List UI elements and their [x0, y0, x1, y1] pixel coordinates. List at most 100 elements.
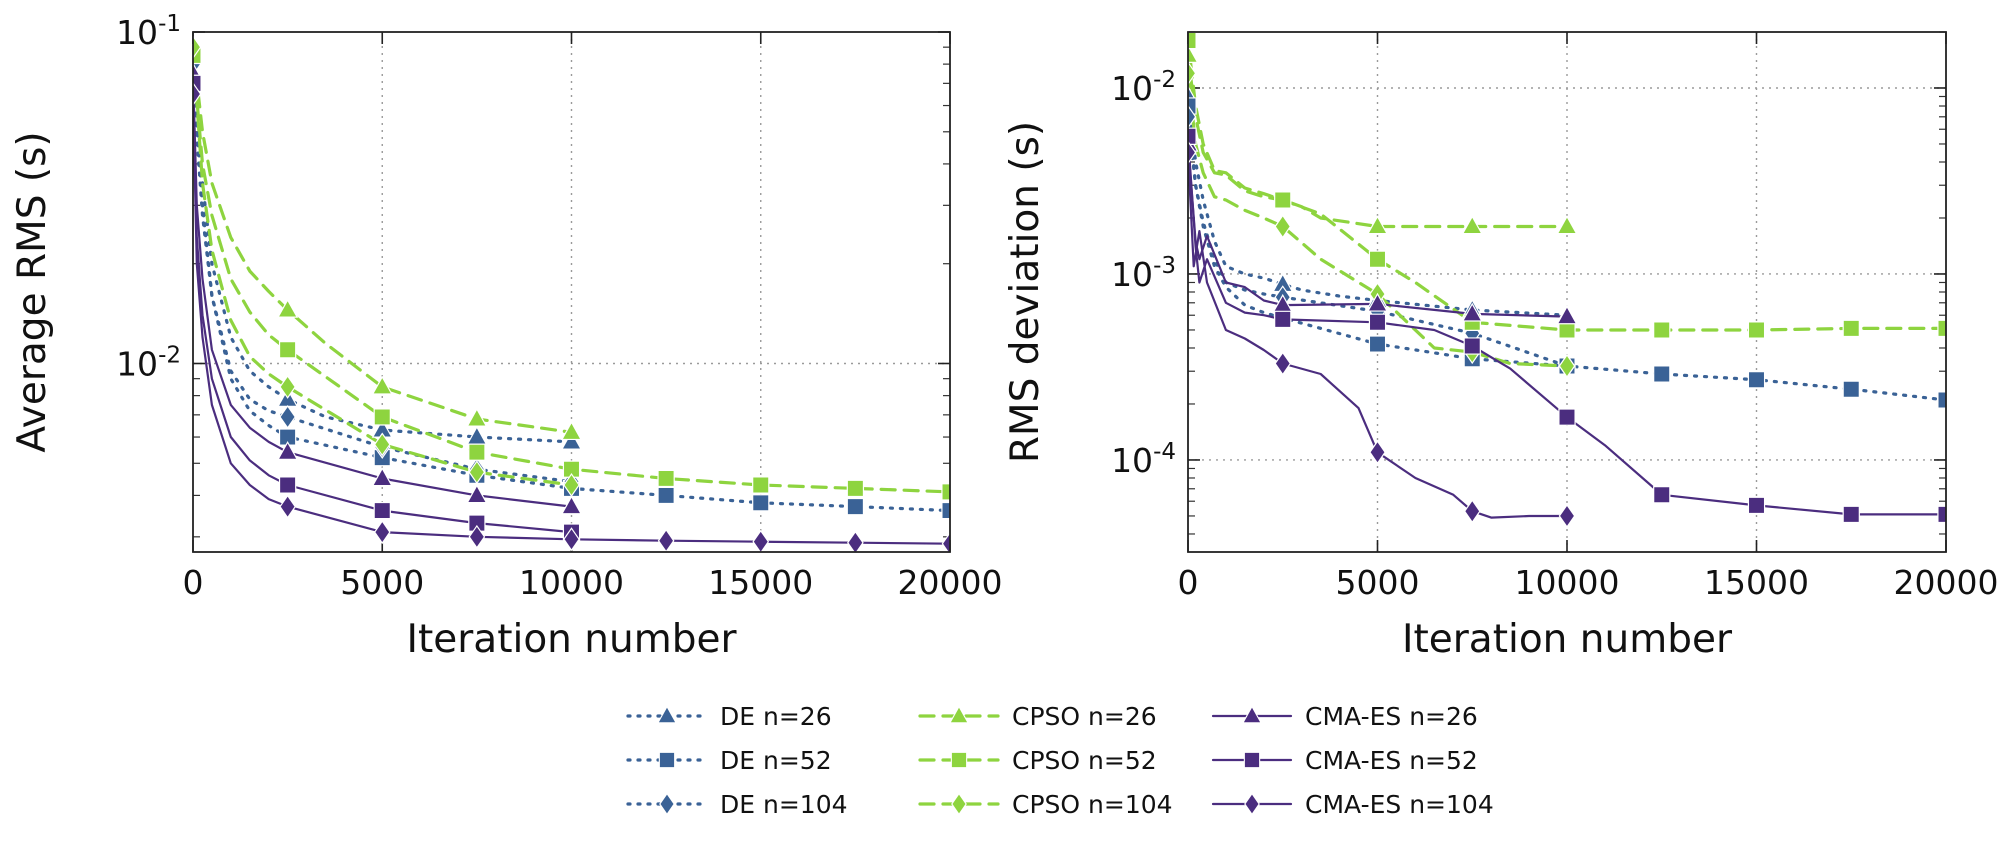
y-tick-label: 10-2	[1111, 67, 1176, 108]
legend-label: DE n=104	[720, 790, 848, 819]
data-point-marker	[752, 476, 770, 494]
data-point-marker	[373, 432, 391, 457]
series-group	[193, 35, 950, 552]
data-point-marker	[1274, 214, 1292, 239]
data-point-marker	[752, 529, 770, 552]
data-point-marker	[468, 514, 486, 532]
data-point-marker	[278, 476, 297, 494]
legend-item: CPSO n=104	[918, 790, 1173, 819]
legend-marker	[659, 792, 675, 816]
data-point-marker	[941, 531, 950, 552]
data-point-marker	[1558, 354, 1576, 378]
x-tick-label: 0	[1178, 563, 1199, 602]
data-point-marker	[1188, 61, 1197, 86]
data-point-marker	[1368, 313, 1387, 331]
legend: DE n=26 DE n=52 DE n=104 CPSO n=26 CPSO n=52…	[626, 702, 1494, 819]
data-point-marker	[1747, 496, 1766, 515]
data-point-marker	[277, 440, 299, 460]
series-line	[193, 45, 574, 434]
legend-marker	[950, 751, 968, 769]
data-point-marker	[562, 460, 581, 478]
y-tick-label: 10-2	[116, 342, 181, 383]
x-tick-label: 15000	[708, 563, 813, 602]
series-line	[1188, 135, 1946, 516]
legend-label: CPSO n=52	[1012, 746, 1157, 775]
data-point-marker	[657, 486, 675, 505]
data-point-marker	[1653, 486, 1671, 504]
y-tick-label: 10-4	[1111, 439, 1176, 480]
data-point-marker	[1653, 365, 1671, 383]
data-point-marker	[466, 484, 488, 504]
data-point-marker	[1368, 250, 1387, 268]
legend-label: CMA-ES n=104	[1305, 790, 1494, 819]
data-point-marker	[1368, 335, 1387, 353]
data-point-marker	[560, 421, 583, 441]
legend-item: CPSO n=26	[918, 702, 1157, 731]
data-point-marker	[847, 530, 864, 552]
data-point-marker	[468, 524, 486, 549]
legend-label: CPSO n=104	[1012, 790, 1173, 819]
data-point-marker	[846, 479, 865, 498]
data-point-marker	[371, 375, 393, 395]
data-point-marker	[1463, 499, 1481, 524]
data-point-marker	[1842, 505, 1860, 524]
data-point-marker	[279, 404, 296, 429]
data-point-marker	[1369, 440, 1386, 465]
legend-item: DE n=26	[626, 702, 832, 731]
data-point-marker	[278, 428, 297, 446]
x-tick-label: 10000	[519, 563, 624, 602]
data-point-marker	[1461, 215, 1483, 235]
legend-label: CPSO n=26	[1012, 702, 1157, 731]
x-tick-label: 20000	[1894, 563, 1999, 602]
data-point-marker	[466, 407, 488, 427]
x-tick-label: 0	[183, 563, 204, 602]
data-point-marker	[846, 497, 865, 516]
data-point-marker	[373, 501, 391, 520]
data-point-marker	[1842, 319, 1860, 338]
data-point-marker	[371, 467, 393, 487]
legend-marker	[951, 792, 967, 816]
y-tick-label: 10-3	[1111, 253, 1176, 294]
y-axis-label: RMS deviation (s)	[1003, 121, 1048, 463]
series-line	[1188, 53, 1569, 229]
data-point-marker	[1558, 503, 1576, 528]
data-point-marker	[1937, 391, 1946, 409]
plot-frame	[192, 31, 951, 553]
data-point-marker	[560, 430, 583, 450]
data-point-marker	[1747, 321, 1766, 339]
series-group	[1188, 32, 1946, 528]
y-tick-label: 10-1	[116, 11, 181, 52]
data-point-marker	[560, 495, 583, 515]
data-point-marker	[278, 341, 297, 359]
data-point-marker	[1366, 215, 1389, 235]
data-point-marker	[193, 35, 202, 60]
right-plot-panel: 10-4 10-3 10-2 0 5000 10000 15000 20000 Iteratio…	[1003, 31, 1999, 662]
data-point-marker	[373, 408, 391, 426]
data-point-marker	[1556, 305, 1578, 325]
legend-item: CMA-ES n=104	[1211, 790, 1494, 819]
series-line	[193, 72, 573, 508]
data-point-marker	[468, 460, 486, 485]
data-point-marker	[1937, 319, 1946, 338]
data-point-marker	[1842, 380, 1860, 398]
x-axis-label: Iteration number	[1402, 617, 1733, 662]
x-tick-label: 5000	[1336, 563, 1420, 602]
data-point-marker	[941, 501, 950, 520]
x-tick-label: 15000	[1704, 563, 1809, 602]
series-line	[193, 53, 950, 494]
data-point-marker	[468, 443, 486, 461]
series-line	[193, 81, 574, 444]
legend-label: DE n=52	[720, 746, 832, 775]
x-tick-label: 10000	[1515, 563, 1620, 602]
data-point-marker	[1463, 337, 1481, 355]
legend-marker	[657, 705, 677, 724]
legend-marker	[1244, 792, 1260, 816]
left-plot-panel: 10-2 10-1 0 5000 10000 15000 20000 Iteration nu…	[10, 11, 1002, 662]
data-point-marker	[1937, 505, 1946, 524]
data-point-marker	[1558, 408, 1576, 426]
y-axis-label: Average RMS (s)	[10, 131, 55, 452]
data-point-marker	[373, 520, 391, 545]
series-line	[193, 81, 950, 513]
data-point-marker	[193, 82, 202, 106]
